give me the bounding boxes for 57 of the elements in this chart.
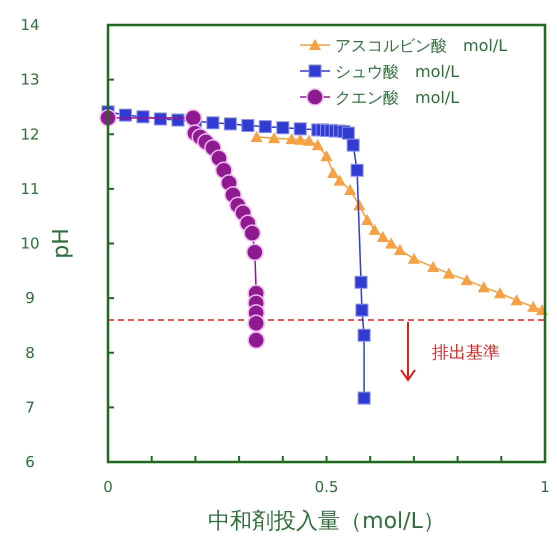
y-tick-label: 12 — [20, 125, 40, 144]
point — [510, 294, 523, 306]
y-tick-label: 14 — [20, 16, 40, 34]
point — [303, 134, 316, 146]
point — [344, 184, 356, 195]
legend-label: クエン酸 mol/L — [335, 88, 460, 107]
point — [355, 304, 368, 317]
point — [246, 243, 264, 261]
point — [385, 238, 398, 248]
point — [276, 121, 290, 134]
point — [206, 116, 220, 130]
point — [241, 119, 254, 132]
point — [368, 224, 381, 235]
point — [327, 167, 340, 178]
legend-label: アスコルビン酸 mol/L — [335, 36, 508, 55]
point — [247, 331, 265, 349]
point — [320, 150, 332, 162]
point — [427, 260, 440, 272]
point — [312, 139, 324, 150]
ref-line-label: 排出基準 — [432, 342, 500, 363]
point — [243, 224, 261, 242]
y-tick-label: 7 — [25, 398, 35, 416]
point — [346, 138, 360, 152]
point — [250, 130, 263, 142]
point — [394, 244, 406, 256]
y-tick-label: 10 — [20, 234, 40, 252]
y-tick-label: 13 — [20, 70, 40, 89]
point — [350, 164, 364, 177]
point — [408, 252, 420, 264]
y-tick-label: 6 — [25, 453, 35, 471]
point — [334, 174, 346, 186]
point — [224, 117, 237, 130]
x-axis-title: 中和剤投入量（mol/L） — [208, 509, 445, 534]
point — [268, 132, 280, 144]
x-tick-label: 0.5 — [314, 478, 338, 496]
y-tick-label: 8 — [25, 344, 35, 362]
point — [354, 276, 368, 289]
y-tick-label: 9 — [25, 289, 35, 308]
point — [376, 230, 389, 242]
legend-label: シュウ酸 mol/L — [335, 62, 460, 81]
point — [358, 392, 371, 405]
point — [247, 314, 265, 332]
point — [258, 120, 272, 134]
point — [478, 281, 490, 292]
point — [294, 122, 307, 136]
y-tick-label: 11 — [20, 180, 40, 198]
point — [361, 214, 374, 226]
point — [184, 109, 202, 127]
point — [358, 328, 371, 342]
y-axis-title: pH — [49, 228, 74, 259]
point — [460, 274, 473, 286]
point — [342, 126, 355, 140]
point — [494, 287, 506, 298]
x-tick-label: 0 — [103, 478, 113, 496]
point — [442, 268, 455, 279]
x-tick-label: 1 — [540, 478, 550, 496]
point — [527, 300, 540, 312]
